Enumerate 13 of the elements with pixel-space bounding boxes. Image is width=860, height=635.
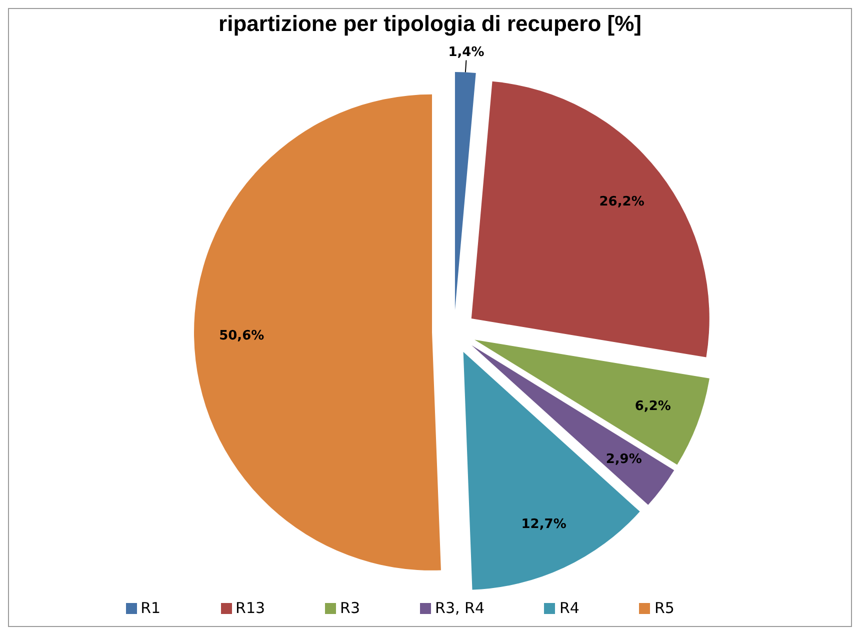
chart-title: ripartizione per tipologia di recupero [%] — [218, 11, 642, 37]
legend-label: R13 — [236, 599, 266, 617]
data-label: 12,7% — [521, 516, 566, 532]
data-label: 1,4% — [448, 44, 484, 60]
legend-label: R3, R4 — [435, 599, 484, 617]
data-label: 26,2% — [599, 194, 644, 210]
legend-label: R3 — [340, 599, 360, 617]
legend-label: R1 — [140, 599, 161, 617]
data-label: 6,2% — [634, 398, 671, 414]
legend-label: R4 — [559, 599, 580, 617]
legend-label: R5 — [654, 599, 674, 617]
data-label: 50,6% — [219, 328, 264, 344]
data-label: 2,9% — [606, 452, 642, 468]
